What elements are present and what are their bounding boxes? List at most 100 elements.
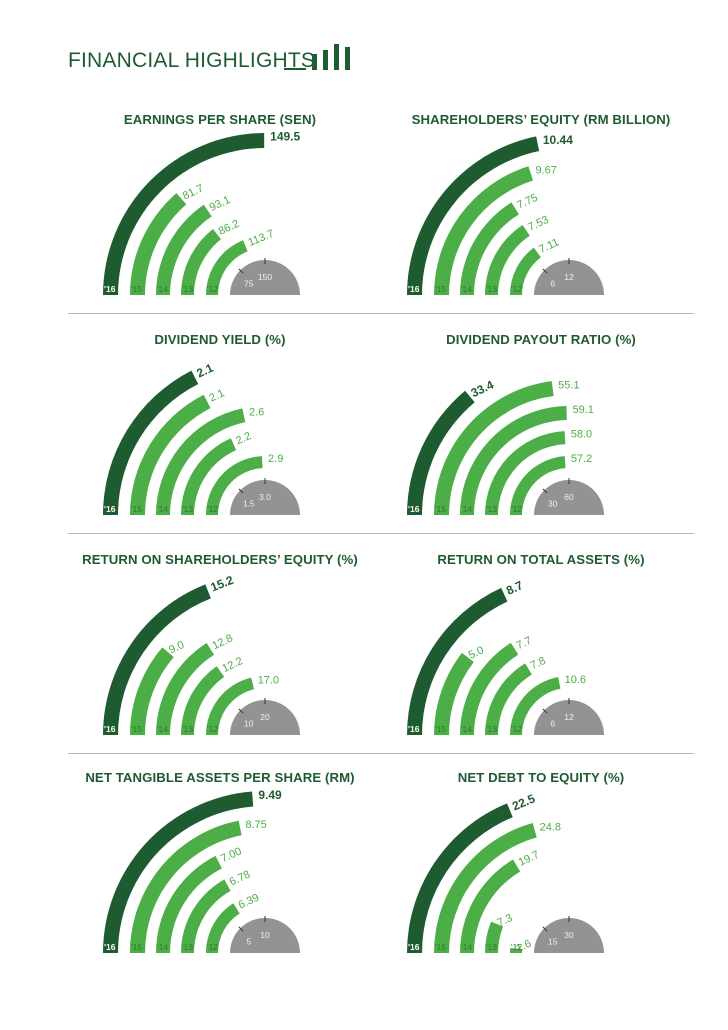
data-label: 7.7 [515, 635, 534, 652]
data-label: 5.0 [467, 644, 486, 661]
year-label: '15 [435, 284, 446, 294]
chart-title-return-on-shareholders-equity: RETURN ON SHAREHOLDERS’ EQUITY (%) [82, 552, 358, 567]
gauge-tick-label: 60 [564, 492, 574, 502]
title-underline [284, 68, 306, 70]
radial-bar [407, 136, 540, 295]
radial-bar [103, 133, 265, 295]
year-label: '14 [157, 504, 168, 514]
gauge-tick [542, 708, 548, 714]
data-label: 93.1 [208, 194, 232, 214]
data-label: 9.67 [536, 165, 557, 177]
gauge [230, 480, 300, 515]
chart-title-return-on-total-assets: RETURN ON TOTAL ASSETS (%) [437, 552, 645, 567]
year-label: '12 [207, 724, 218, 734]
data-label: 113.7 [247, 228, 276, 249]
data-label: 7.3 [496, 912, 515, 929]
bar-chart-icon-bar [312, 54, 317, 70]
gauge-tick-label: 12 [564, 712, 574, 722]
section-divider [68, 753, 694, 754]
data-label: 7.53 [526, 214, 550, 234]
chart-title-dividend-yield: DIVIDEND YIELD (%) [154, 332, 286, 347]
year-label: '16 [408, 504, 420, 514]
gauge [534, 480, 604, 515]
radial-bar [407, 390, 475, 515]
radial-bar [130, 647, 174, 735]
radial-bar [460, 859, 521, 953]
gauge-tick-label: 10 [260, 930, 270, 940]
year-label: '14 [157, 942, 168, 952]
gauge-tick-label: 1.5 [243, 499, 255, 509]
data-label: 7.00 [219, 845, 243, 865]
year-label: '14 [461, 724, 472, 734]
data-label: 12.2 [220, 655, 244, 675]
year-label: '14 [461, 942, 472, 952]
data-label: 22.5 [510, 791, 537, 813]
radial-bar [434, 652, 474, 735]
year-label: '14 [157, 724, 168, 734]
data-label: 33.4 [469, 377, 496, 400]
data-label: 6.78 [228, 868, 252, 888]
data-label: 2.1 [194, 361, 215, 381]
data-label: 9.49 [258, 788, 282, 802]
data-label: 149.5 [270, 130, 300, 144]
radial-bar [103, 370, 199, 515]
radial-bar [434, 166, 533, 295]
gauge-tick [542, 926, 548, 932]
chart-dividend-yield: 1.5 3.0 2.1 '16 2.1 '15 2.6 '14 2.2 '13 2.9 '12 [103, 361, 300, 515]
year-label: '15 [435, 724, 446, 734]
data-label: 10.44 [543, 133, 573, 147]
year-label: '14 [157, 284, 168, 294]
data-label: 86.2 [217, 218, 241, 238]
radial-bar [460, 202, 519, 295]
year-label: '16 [104, 942, 116, 952]
year-label: '13 [182, 724, 193, 734]
radial-bar [434, 822, 537, 953]
data-label: 7.8 [529, 655, 548, 672]
year-label: '16 [408, 284, 420, 294]
year-label: '12 [511, 504, 522, 514]
gauge-tick [238, 708, 244, 714]
year-label: '12 [207, 504, 218, 514]
year-label: '12 [511, 942, 522, 952]
radial-bar [485, 921, 504, 953]
year-label: '15 [131, 724, 142, 734]
radial-bar [510, 456, 566, 515]
chart-earnings-per-share: 75 150 149.5 '16 81.7 '15 93.1 '14 86.2 '13 113.7 '… [103, 130, 301, 295]
gauge-tick [238, 268, 244, 274]
year-label: '16 [408, 942, 420, 952]
radial-bar [103, 791, 254, 953]
year-label: '13 [486, 284, 497, 294]
chart-return-on-shareholders-equity: 10 20 15.2 '16 9.0 '15 12.8 '14 12.2 '13 17.0 '12 [103, 573, 300, 735]
gauge-tick-label: 6 [550, 279, 555, 289]
chart-title-dividend-payout-ratio: DIVIDEND PAYOUT RATIO (%) [446, 332, 636, 347]
page-title: FINANCIAL HIGHLIGHTS [68, 49, 316, 72]
radial-bar [181, 229, 222, 295]
radial-bar [485, 224, 530, 295]
gauge-tick [542, 488, 548, 494]
gauge-tick-label: 5 [246, 937, 251, 947]
gauge-tick-label: 75 [244, 279, 254, 289]
data-label: 8.75 [245, 819, 266, 831]
gauge-tick-label: 10 [244, 719, 254, 729]
data-label: 24.8 [540, 821, 561, 833]
gauge [230, 918, 300, 953]
data-label: 59.1 [573, 404, 594, 416]
radial-bar [407, 587, 508, 735]
data-label: 10.6 [565, 674, 586, 686]
radial-bar [103, 584, 211, 735]
data-label: 19.7 [517, 849, 541, 869]
year-label: '12 [511, 724, 522, 734]
data-label: 2.2 [234, 430, 253, 447]
radial-bar [485, 431, 566, 515]
radial-bar [130, 193, 187, 295]
data-label: 7.75 [515, 192, 539, 212]
chart-return-on-total-assets: 6 12 8.7 '16 5.0 '15 7.7 '14 7.8 '13 10.6 '12 [407, 578, 604, 735]
gauge-tick-label: 6 [550, 719, 555, 729]
year-label: '16 [408, 724, 420, 734]
radial-bar [434, 381, 554, 515]
gauge-tick-label: 20 [260, 712, 270, 722]
year-label: '12 [207, 942, 218, 952]
year-label: '14 [461, 284, 472, 294]
gauge-tick [238, 926, 244, 932]
radial-bar [510, 247, 541, 295]
